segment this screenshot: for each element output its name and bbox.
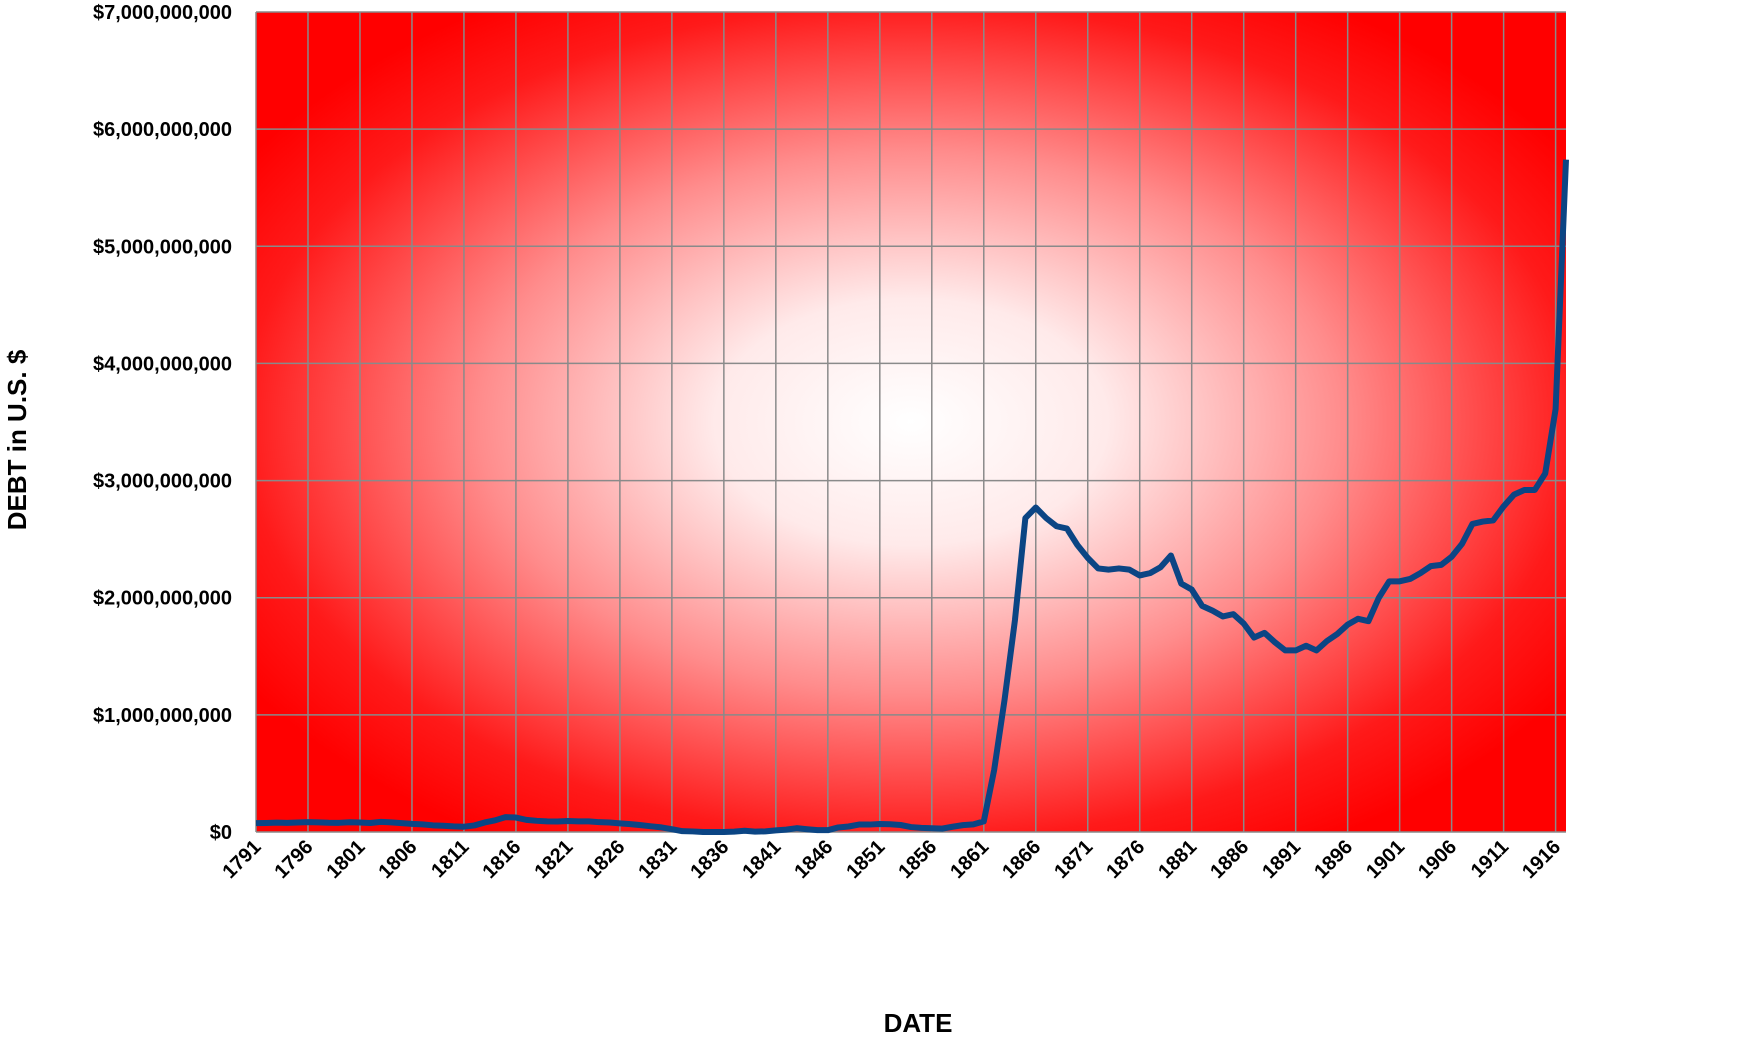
y-axis-title: DEBT in U.S. $ xyxy=(2,349,32,530)
x-tick-label: 1876 xyxy=(1102,836,1149,883)
x-tick-label: 1811 xyxy=(427,836,473,882)
y-tick-label: $5,000,000,000 xyxy=(93,236,232,258)
x-tick-label: 1831 xyxy=(634,836,681,883)
y-tick-label: $3,000,000,000 xyxy=(93,471,232,493)
plot-area xyxy=(256,12,1566,832)
x-tick-label: 1866 xyxy=(998,836,1045,883)
x-tick-label: 1836 xyxy=(686,836,733,883)
x-axis-title: DATE xyxy=(884,1008,953,1038)
y-tick-label: $2,000,000,000 xyxy=(93,588,232,610)
x-tick-label: 1896 xyxy=(1310,836,1357,883)
x-tick-label: 1911 xyxy=(1467,836,1513,882)
y-tick-label: $6,000,000,000 xyxy=(93,119,232,141)
y-tick-label: $4,000,000,000 xyxy=(93,353,232,375)
x-tick-label: 1851 xyxy=(842,836,889,883)
x-tick-label: 1916 xyxy=(1518,836,1565,883)
x-tick-label: 1806 xyxy=(374,836,421,883)
x-tick-label: 1881 xyxy=(1154,836,1201,883)
x-tick-label: 1841 xyxy=(738,836,785,883)
x-tick-label: 1886 xyxy=(1206,836,1253,883)
x-tick-label: 1796 xyxy=(270,836,317,883)
data-line xyxy=(255,159,1569,835)
x-tick-label: 1816 xyxy=(478,836,525,883)
x-tick-label: 1821 xyxy=(530,836,577,883)
x-tick-label: 1861 xyxy=(946,836,993,883)
x-tick-label: 1826 xyxy=(582,836,629,883)
x-tick-label: 1856 xyxy=(894,836,941,883)
x-tick-label: 1906 xyxy=(1414,836,1461,883)
x-tick-label: 1801 xyxy=(322,836,369,883)
x-tick-label: 1846 xyxy=(790,836,837,883)
x-tick-label: 1871 xyxy=(1050,836,1097,883)
y-tick-label: $0 xyxy=(210,822,232,844)
y-tick-label: $1,000,000,000 xyxy=(93,705,232,727)
y-tick-label: $7,000,000,000 xyxy=(93,2,232,24)
x-tick-label: 1901 xyxy=(1362,836,1409,883)
x-tick-label: 1891 xyxy=(1258,836,1305,883)
